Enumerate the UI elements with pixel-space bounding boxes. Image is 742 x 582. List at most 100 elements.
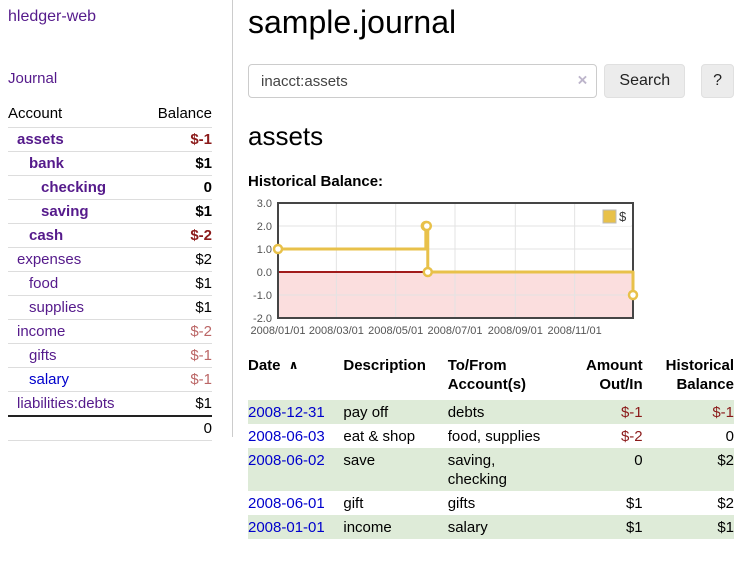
- account-link[interactable]: supplies: [29, 299, 85, 316]
- register-table: Date ∧ Description To/From Account(s) Amount…: [248, 354, 734, 539]
- svg-text:2008/09/01: 2008/09/01: [488, 325, 543, 337]
- transaction-date-link[interactable]: 2008-06-01: [248, 495, 325, 512]
- account-link[interactable]: checking: [41, 179, 107, 196]
- accounts-total-balance: 0: [143, 415, 212, 441]
- transaction-balance: $1: [717, 519, 734, 536]
- account-balance: $-1: [143, 127, 212, 152]
- account-link[interactable]: salary: [29, 371, 70, 388]
- account-balance: $-2: [143, 319, 212, 344]
- transaction-date-link[interactable]: 2008-12-31: [248, 404, 325, 421]
- account-link[interactable]: cash: [29, 227, 64, 244]
- transaction-description: gift: [343, 495, 364, 512]
- register-col-header[interactable]: To/From Account(s): [447, 357, 527, 393]
- transaction-date-cell: 2008-12-31: [248, 400, 343, 424]
- transaction-description: pay off: [343, 404, 389, 421]
- account-balance: $-1: [143, 343, 212, 368]
- transaction-date-link[interactable]: 2008-06-03: [248, 428, 325, 445]
- sidebar-item-journal[interactable]: Journal: [8, 70, 58, 87]
- account-link[interactable]: food: [29, 275, 59, 292]
- account-row: checking 0: [8, 175, 212, 200]
- accounts-col-balance: Balance: [157, 105, 212, 122]
- accounts-col-account: Account: [8, 105, 63, 122]
- svg-text:1.0: 1.0: [257, 244, 272, 256]
- account-name-cell: gifts: [8, 343, 144, 368]
- transaction-accounts: saving, checking: [447, 452, 507, 488]
- register-col-header[interactable]: Description: [343, 357, 426, 374]
- account-row: expenses $2: [8, 247, 212, 272]
- account-row: cash $-2: [8, 223, 212, 248]
- transaction-date-link[interactable]: 2008-06-02: [248, 452, 325, 469]
- brand-link[interactable]: hledger-web: [8, 8, 97, 25]
- transaction-date-cell: 2008-06-03: [248, 424, 343, 448]
- account-row: gifts $-1: [8, 343, 212, 368]
- transaction-accounts: salary: [447, 519, 488, 536]
- account-link[interactable]: income: [17, 323, 66, 340]
- account-name-cell: cash: [8, 223, 144, 248]
- hledger-web-app: hledger-web Journal Account Balance asse…: [0, 0, 742, 539]
- transaction-date-cell: 2008-01-01: [248, 515, 343, 539]
- account-name-cell: salary: [8, 367, 144, 392]
- svg-text:2008/01/01: 2008/01/01: [250, 325, 305, 337]
- historical-balance-chart[interactable]: $3.0 2.0 1.0 0.0 -1.0 -2.0 2008/01/01 2008/03/0…: [248, 196, 734, 342]
- sidebar: hledger-web Journal Account Balance asse…: [0, 0, 233, 441]
- account-link[interactable]: liabilities:debts: [17, 395, 115, 412]
- svg-text:-2.0: -2.0: [253, 313, 272, 325]
- account-row: saving $1: [8, 199, 212, 224]
- transaction-description: eat & shop: [343, 428, 416, 445]
- transaction-date-link[interactable]: 2008-01-01: [248, 519, 325, 536]
- register-col-header[interactable]: Amount Out/In: [585, 357, 643, 393]
- transaction-balance: $2: [717, 452, 734, 469]
- chart-title: Historical Balance:: [248, 173, 384, 190]
- svg-text:-1.0: -1.0: [253, 290, 272, 302]
- register-col-header[interactable]: Historical Balance: [665, 357, 734, 393]
- svg-text:2008/07/01: 2008/07/01: [427, 325, 482, 337]
- account-row: salary $-1: [8, 367, 212, 392]
- main-content: sample.journal × Search ? assets Histori…: [233, 0, 742, 539]
- account-name-cell: checking: [8, 175, 144, 200]
- account-balance: 0: [143, 175, 212, 200]
- register-row: 2008-06-03 eat & shop food, supplies $-2 0: [248, 424, 734, 448]
- svg-text:3.0: 3.0: [257, 198, 272, 210]
- account-row: bank $1: [8, 151, 212, 176]
- transaction-accounts: debts: [447, 404, 485, 421]
- transaction-balance: 0: [725, 428, 734, 445]
- transaction-amount: 0: [634, 452, 643, 469]
- account-link[interactable]: saving: [41, 203, 89, 220]
- register-col-header[interactable]: Date ∧: [248, 357, 299, 374]
- svg-text:2008/03/01: 2008/03/01: [309, 325, 364, 337]
- register-row: 2008-01-01 income salary $1 $1: [248, 515, 734, 539]
- account-link[interactable]: expenses: [17, 251, 82, 268]
- register-row: 2008-06-01 gift gifts $1 $2: [248, 491, 734, 515]
- clear-search-icon[interactable]: ×: [577, 70, 588, 90]
- account-name-cell: saving: [8, 199, 144, 224]
- transaction-date-cell: 2008-06-02: [248, 448, 343, 491]
- account-row: supplies $1: [8, 295, 212, 320]
- transaction-accounts: food, supplies: [447, 428, 541, 445]
- register-row: 2008-06-02 save saving, checking 0 $2: [248, 448, 734, 491]
- transaction-description: save: [343, 452, 376, 469]
- svg-text:$: $: [619, 209, 627, 224]
- account-balance: $1: [143, 199, 212, 224]
- account-link[interactable]: assets: [17, 131, 64, 148]
- account-link[interactable]: bank: [29, 155, 65, 172]
- account-row: food $1: [8, 271, 212, 296]
- search-input[interactable]: [248, 64, 598, 98]
- search-box: ×: [248, 64, 598, 98]
- account-link[interactable]: gifts: [29, 347, 57, 364]
- help-button[interactable]: ?: [701, 64, 734, 98]
- svg-text:2.0: 2.0: [257, 221, 272, 233]
- transaction-amount: $1: [625, 495, 643, 512]
- transaction-accounts: gifts: [447, 495, 476, 512]
- account-balance: $1: [143, 391, 212, 416]
- account-name-cell: assets: [8, 127, 144, 152]
- account-balance: $-1: [143, 367, 212, 392]
- transaction-balance: $2: [717, 495, 734, 512]
- transaction-balance: $-1: [712, 404, 734, 421]
- account-balance: $1: [143, 271, 212, 296]
- transaction-amount: $1: [625, 519, 643, 536]
- transaction-description: income: [343, 519, 392, 536]
- transaction-date-cell: 2008-06-01: [248, 491, 343, 515]
- search-button[interactable]: Search: [604, 64, 686, 98]
- svg-text:2008/11/01: 2008/11/01: [548, 325, 602, 337]
- account-row: liabilities:debts $1: [8, 391, 212, 416]
